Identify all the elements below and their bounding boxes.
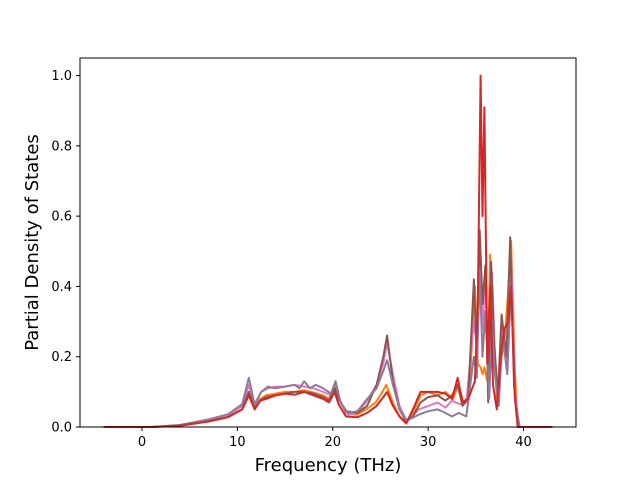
plot-frame [79,57,577,428]
series-layer [103,74,553,428]
x-tick-label: 10 [229,435,246,450]
x-axis-label: Frequency (THz) [255,455,402,476]
x-tick-label: 40 [515,435,532,450]
y-tick-label: 0.2 [51,350,72,365]
x-tick-label: 20 [324,435,341,450]
y-tick-label: 1.0 [51,69,72,84]
y-tick-label: 0.8 [51,139,72,154]
y-axis-label: Partial Density of States [22,134,43,351]
x-tick-label: 0 [138,435,146,450]
y-tick-label: 0.0 [51,421,72,436]
series-line-4 [103,267,553,428]
y-tick-label: 0.4 [51,280,72,295]
x-tick-label: 30 [420,435,437,450]
y-tick-label: 0.6 [51,210,72,225]
tick-layer: 0 10 20 30 40 0.0 0.2 0.4 0.6 0.8 1.0 [51,69,531,450]
series-line-5 [103,74,553,428]
